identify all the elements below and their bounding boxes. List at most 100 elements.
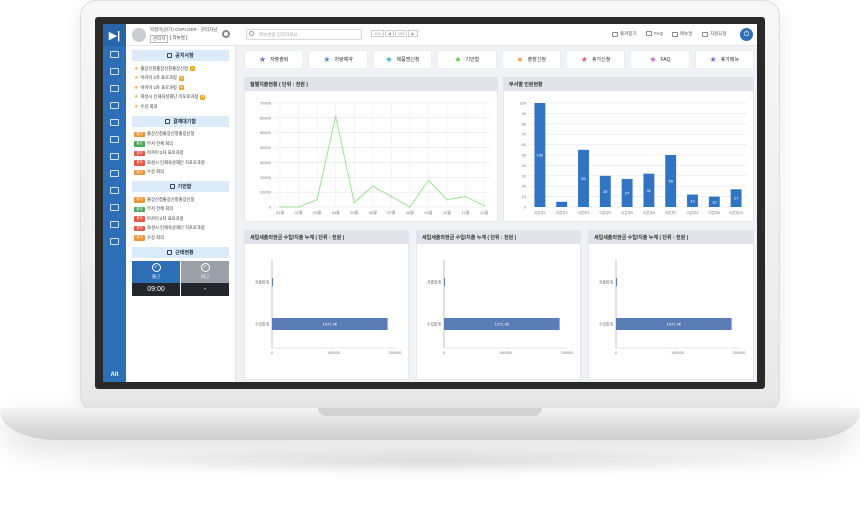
check-out-time: - (181, 282, 229, 296)
quick-menu-button[interactable]: ★ 출장신청 (501, 50, 561, 69)
notice-item[interactable]: ★ 수강 회의 (126, 102, 235, 112)
y-tick-label: 20000 (260, 175, 272, 180)
sidebar-item-4[interactable] (103, 97, 126, 114)
pen-icon (164, 118, 170, 124)
x-tick-label: 0 (615, 351, 617, 355)
y-tick-label: 수입합계 (599, 322, 613, 327)
x-tick-label: 03월 (313, 209, 321, 215)
new-badge-icon: N (178, 75, 184, 81)
bar-value-label: 55 (581, 176, 586, 181)
check-in-label: 출근 (151, 274, 161, 279)
approvals-title[interactable]: 결재대기함 (132, 115, 229, 127)
approvals-item[interactable]: 경조 아카이 2차 표로과정 (126, 149, 235, 159)
drafts-item[interactable]: 휴가 수강 회의 (126, 233, 235, 243)
approvals-item[interactable]: 출장 부서 전체 회의 (126, 139, 235, 149)
x-tick-label: 이콘부9 (708, 210, 720, 215)
check-icon: ✓ (200, 263, 210, 272)
check-in-button[interactable]: ✓ 출근 09:00 (132, 260, 180, 296)
floor-shadow (60, 446, 800, 476)
faq-link[interactable]: FAQ (646, 31, 663, 36)
notice-item[interactable]: ★ 화성시 인재육성재단 직포로과정 N (126, 93, 235, 103)
chat-icon (646, 31, 652, 36)
approvals-item[interactable]: 휴가 출장신청출장신청출장신청 (126, 130, 235, 140)
sidebar-item-9[interactable] (103, 182, 126, 199)
x-tick-label: 11월 (462, 209, 470, 215)
quick-menu-label: 기안함 (465, 57, 480, 63)
approvals-item[interactable]: 경조 화성시 인재육성재단 직포로과정 · (126, 158, 235, 168)
quick-menu-label: FAQ (660, 56, 671, 63)
notice-item[interactable]: ★ 출장신청출장신청출장신청 N (126, 64, 235, 74)
quick-menu-button[interactable]: ★ 휴가신청 (565, 50, 626, 69)
notice-text: 화성시 인재육성재단 직포로과정 (140, 94, 199, 100)
notice-list: ★ 출장신청출장신청출장신청 N ★ 아카이 2차 표로과정 N ★ 아카이 2차 표로과정 N… (126, 64, 235, 112)
sidebar-item-1[interactable] (103, 46, 126, 63)
mail-icon (110, 85, 119, 92)
bar (665, 155, 677, 207)
gear-icon[interactable] (222, 30, 230, 38)
star-icon: ★ (709, 54, 717, 64)
bar (272, 318, 388, 330)
quick-menu-button[interactable]: ★ 자출출퇴 (244, 50, 304, 69)
sidebar-icon-list (103, 46, 126, 250)
drafts-item[interactable]: 출장 부서 전체 회의 (126, 205, 235, 215)
top-bar: 박정미(원가) CNPLOER · 관리자님 관리자 [ 리뉴얼 ] 메뉴명을 … (126, 24, 757, 46)
notice-item[interactable]: ★ 아카이 2차 표로과정 N (126, 83, 235, 93)
bar (643, 173, 655, 207)
sidebar-item-12[interactable] (103, 233, 126, 250)
avatar[interactable] (132, 28, 146, 42)
star-icon: ★ (258, 54, 267, 64)
sidebar-item-2[interactable] (103, 63, 126, 80)
drafts-item[interactable]: 경조 화성시 인재육성재단 직포로과정 (126, 224, 235, 234)
quick-menu-button[interactable]: ★ 기안함 (437, 50, 497, 69)
favorites-link[interactable]: 즐겨찾기 (612, 31, 637, 37)
quick-menu-button[interactable]: ★ FAQ (630, 50, 690, 69)
approvals-item[interactable]: 휴가 수강 회의 (126, 168, 235, 178)
home-icon (110, 51, 119, 58)
y-tick-label: 20 (522, 184, 527, 189)
x-tick-label: 200000 (733, 351, 746, 355)
notice-item[interactable]: ★ 아카이 2차 표로과정 N (126, 74, 235, 84)
sidebar-item-5[interactable] (103, 114, 126, 131)
drafts-title[interactable]: 기안함 (132, 181, 229, 192)
sidebar-item-3[interactable] (103, 80, 126, 97)
quick-menu-button[interactable]: ★ 휴가메뉴 (694, 50, 754, 69)
x-tick-label: 04월 (332, 209, 340, 215)
quick-menu-button[interactable]: ★ 차량예약 (308, 50, 368, 69)
notice-text: 아카이 2차 표로과정 (140, 84, 177, 90)
power-button[interactable]: ⏻ (740, 28, 753, 41)
pager-next-button[interactable]: ▶ (408, 30, 418, 37)
search-input[interactable]: 메뉴명을 입력하세요 (246, 29, 362, 40)
support-link[interactable]: 지원요청 (702, 31, 727, 37)
calendar-icon (110, 170, 119, 177)
quick-menu-button[interactable]: ★ 제품명신청 (372, 50, 433, 69)
sidebar-item-11[interactable] (103, 216, 126, 233)
manual-link[interactable]: 매뉴얼 (672, 31, 692, 37)
x-tick-label: 100000 (499, 351, 512, 355)
power-icon: ⏻ (743, 30, 750, 38)
pager-prev-button[interactable]: ◀ (384, 30, 394, 37)
users-icon (110, 102, 119, 109)
check-out-label: 퇴근 (200, 274, 210, 279)
quick-menu-label: 차량예약 (334, 57, 353, 63)
page-navigator[interactable]: 125 ◀ 105 ▶ (371, 30, 419, 37)
check-out-button[interactable]: ✓ 퇴근 - (181, 260, 229, 296)
y-tick-label: 60 (522, 142, 527, 147)
sidebar-item-10[interactable] (103, 199, 126, 216)
menu-toggle-icon[interactable]: ▶| (103, 24, 126, 46)
category-badge: 경조 (134, 150, 145, 156)
star-icon: ★ (134, 94, 139, 101)
approvals-text: 부서 전체 회의 (147, 140, 174, 146)
star-icon: ★ (580, 54, 588, 64)
org-icon (110, 153, 119, 160)
user-icon (110, 119, 119, 126)
drafts-item[interactable]: 경조 아카이 2차 표로과정 (126, 214, 235, 224)
chart-title: 세입세출외현금 수입/지출 누계 ( 단위 : 천원 ) (588, 230, 754, 244)
notices-title[interactable]: 공지사항 (132, 50, 229, 61)
sidebar-item-8[interactable] (103, 165, 126, 182)
sidebar-item-6[interactable] (103, 131, 126, 148)
drafts-item[interactable]: 휴가 출장신청출장신청출장신청 (126, 195, 235, 205)
y-tick-label: 50 (522, 153, 527, 158)
pager-current: 105 (394, 30, 408, 37)
sidebar-item-7[interactable] (103, 148, 126, 165)
